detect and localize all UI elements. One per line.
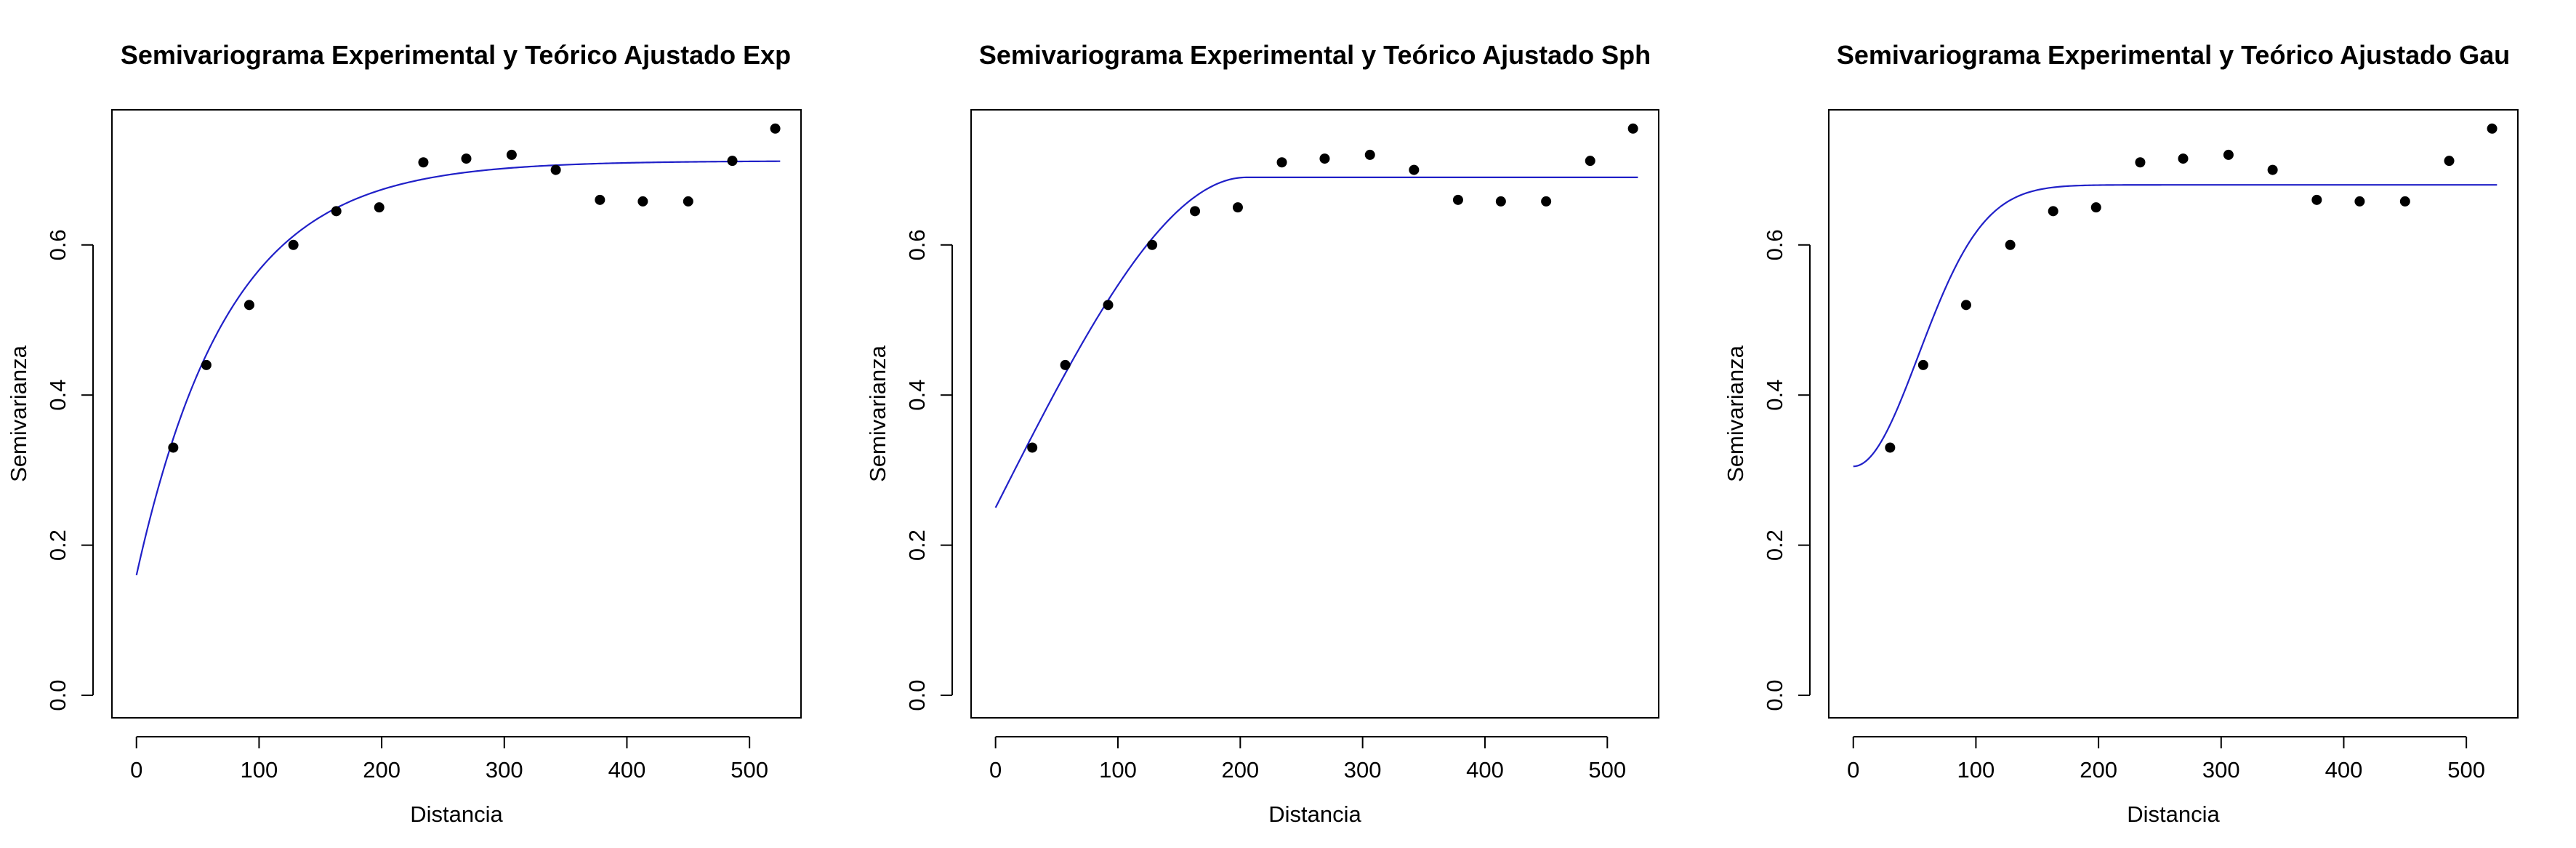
x-tick-label: 500: [2447, 757, 2485, 783]
data-point: [1585, 156, 1595, 167]
data-point: [1541, 196, 1552, 207]
x-tick-label: 500: [1588, 757, 1626, 783]
x-tick-label: 100: [241, 757, 278, 783]
y-tick-label: 0.6: [904, 229, 930, 260]
y-tick-label: 0.4: [1762, 380, 1787, 411]
data-point: [1960, 300, 1971, 311]
x-tick-label: 400: [608, 757, 646, 783]
x-tick-label: 0: [130, 757, 142, 783]
y-tick-label: 0.6: [45, 229, 71, 260]
data-point: [2399, 196, 2410, 207]
data-point: [201, 359, 212, 370]
y-tick-label: 0.0: [1762, 679, 1787, 711]
data-point: [418, 157, 429, 168]
y-tick-label: 0.0: [45, 679, 71, 711]
data-point: [1103, 300, 1114, 311]
y-tick-label: 0.6: [1762, 229, 1787, 260]
data-point: [331, 206, 342, 217]
x-tick-label: 300: [486, 757, 523, 783]
data-point: [168, 442, 179, 453]
data-point: [2354, 196, 2365, 207]
data-point: [1232, 202, 1243, 213]
fitted-model-line: [994, 176, 1638, 508]
data-point: [1495, 196, 1506, 207]
data-point: [288, 239, 299, 250]
y-tick-label: 0.0: [904, 679, 930, 711]
data-point: [1917, 359, 1928, 370]
data-point: [1319, 153, 1330, 164]
data-point: [1147, 239, 1158, 250]
data-point: [2267, 164, 2278, 175]
x-tick-label: 100: [1957, 757, 1995, 783]
x-tick-label: 400: [2325, 757, 2363, 783]
y-axis-label: Semivarianza: [6, 345, 31, 482]
fitted-model-line: [135, 160, 781, 576]
data-point: [1452, 194, 1463, 205]
chart-title: Semivariograma Experimental y Teórico Aj…: [1837, 40, 2510, 70]
data-point: [461, 153, 472, 164]
data-point: [2444, 156, 2455, 167]
data-point: [2135, 157, 2146, 168]
data-point: [2223, 149, 2234, 160]
data-point: [506, 149, 517, 160]
x-tick-label: 100: [1099, 757, 1137, 783]
data-point: [770, 123, 781, 134]
plot-frame: [970, 109, 1659, 719]
y-tick-label: 0.2: [1762, 529, 1787, 561]
data-point: [637, 196, 648, 207]
data-point: [683, 196, 693, 207]
chart-title: Semivariograma Experimental y Teórico Aj…: [979, 40, 1651, 70]
data-point: [374, 202, 385, 213]
data-point: [1364, 149, 1375, 160]
x-tick-label: 0: [1847, 757, 1859, 783]
x-tick-label: 500: [730, 757, 768, 783]
data-point: [595, 194, 605, 205]
chart-panel-2: Semivariograma Experimental y Teórico Aj…: [865, 40, 1659, 827]
data-point: [1627, 123, 1638, 134]
data-point: [1190, 206, 1201, 217]
x-tick-label: 200: [1221, 757, 1259, 783]
data-point: [2311, 194, 2322, 205]
chart-title: Semivariograma Experimental y Teórico Aj…: [121, 40, 791, 70]
data-point: [2090, 202, 2101, 213]
plot-frame: [1828, 109, 2519, 719]
fitted-model-line: [1853, 184, 2497, 468]
x-tick-label: 400: [1466, 757, 1504, 783]
data-point: [243, 300, 254, 311]
chart-panel-3: Semivariograma Experimental y Teórico Aj…: [1723, 40, 2519, 827]
y-tick-label: 0.4: [45, 380, 71, 411]
y-tick-label: 0.2: [904, 529, 930, 561]
data-point: [2048, 206, 2058, 217]
x-tick-label: 200: [363, 757, 401, 783]
y-axis-label: Semivarianza: [865, 345, 890, 482]
data-point: [2487, 123, 2497, 134]
data-point: [727, 156, 738, 167]
chart-panel-1: Semivariograma Experimental y Teórico Aj…: [6, 40, 802, 827]
data-point: [1027, 442, 1038, 453]
x-tick-label: 0: [989, 757, 1002, 783]
y-axis-label: Semivarianza: [1723, 345, 1748, 482]
x-axis-label: Distancia: [410, 801, 503, 827]
x-tick-label: 300: [1344, 757, 1382, 783]
data-point: [1060, 359, 1071, 370]
data-point: [2005, 239, 2016, 250]
data-point: [550, 164, 561, 175]
data-point: [1276, 157, 1287, 168]
y-tick-label: 0.2: [45, 529, 71, 561]
data-point: [1885, 442, 1896, 453]
plot-frame: [111, 109, 802, 719]
data-point: [1409, 164, 1420, 175]
x-tick-label: 300: [2202, 757, 2240, 783]
x-axis-label: Distancia: [1268, 801, 1361, 827]
x-tick-label: 200: [2080, 757, 2117, 783]
data-point: [2178, 153, 2189, 164]
y-tick-label: 0.4: [904, 380, 930, 411]
x-axis-label: Distancia: [2127, 801, 2220, 827]
